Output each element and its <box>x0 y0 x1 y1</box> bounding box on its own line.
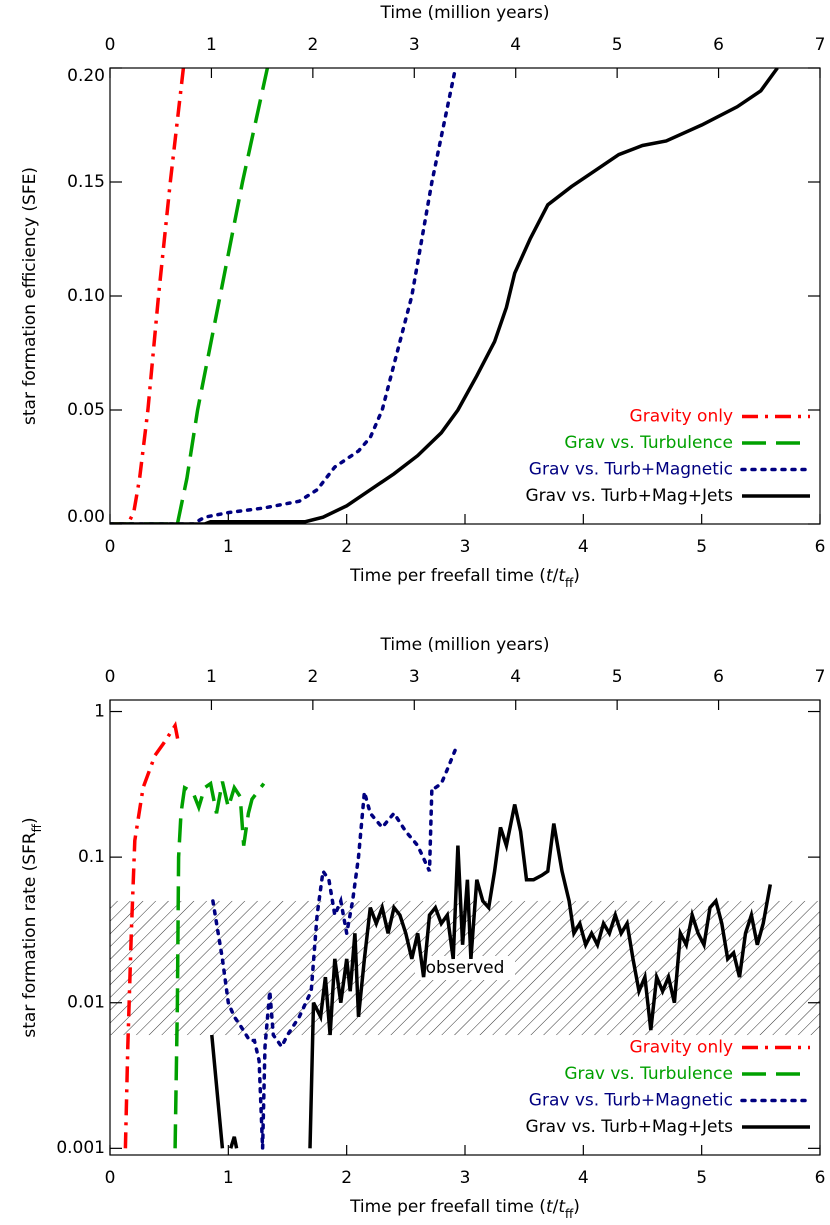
x-tick-label: 3 <box>460 1168 471 1188</box>
band-label-bg <box>415 955 515 980</box>
legend-label: Grav vs. Turbulence <box>564 1064 733 1084</box>
legend-label: Grav vs. Turbulence <box>564 433 733 453</box>
x2-tick-label: 4 <box>510 667 521 687</box>
x-tick-label: 6 <box>815 537 826 557</box>
legend-label: Gravity only <box>630 1038 733 1058</box>
x-axis-label: Time per freefall time (t/tff) <box>349 1197 580 1221</box>
x-axis-label-part: / <box>553 566 559 586</box>
x2-tick-label: 0 <box>105 35 116 55</box>
y-axis-label-part: ff <box>30 823 44 832</box>
series-line <box>110 68 779 524</box>
x-axis-label-part: ff <box>565 576 574 590</box>
x2-axis-label: Time (million years) <box>379 635 549 655</box>
y-axis-label: star formation efficiency (SFE) <box>20 167 40 425</box>
legend-label: Gravity only <box>630 407 733 427</box>
x2-tick-label: 6 <box>713 35 724 55</box>
x2-tick-label: 3 <box>409 667 420 687</box>
y-tick-label: 0.00 <box>67 507 105 527</box>
series-line <box>110 68 458 524</box>
y-axis-label-part: ) <box>20 817 40 824</box>
series-line <box>110 68 270 524</box>
x-tick-label: 4 <box>578 537 589 557</box>
x-tick-label: 2 <box>341 1168 352 1188</box>
x2-tick-label: 5 <box>612 667 623 687</box>
y-axis-label: star formation rate (SFRff) <box>20 817 44 1037</box>
x2-tick-label: 7 <box>815 667 826 687</box>
legend-label: Grav vs. Turb+Magnetic <box>529 460 733 480</box>
series-line <box>123 720 181 1149</box>
x2-tick-label: 0 <box>105 667 116 687</box>
x-tick-label: 4 <box>578 1168 589 1188</box>
x2-tick-label: 4 <box>510 35 521 55</box>
legend-label: Grav vs. Turb+Mag+Jets <box>526 1117 734 1137</box>
x2-tick-label: 3 <box>409 35 420 55</box>
x-axis-label-part: t <box>546 1197 554 1217</box>
x2-tick-label: 1 <box>206 35 217 55</box>
series-line <box>211 747 458 1149</box>
series-line <box>210 804 773 1149</box>
x2-axis-label: Time (million years) <box>379 3 549 23</box>
x-axis-label-part: ) <box>573 566 580 586</box>
x-axis-label-part: Time per freefall time ( <box>349 1197 546 1217</box>
x2-tick-label: 5 <box>612 35 623 55</box>
x-tick-label: 6 <box>815 1168 826 1188</box>
y-tick-label: 0.20 <box>67 66 105 86</box>
x2-tick-label: 2 <box>307 667 318 687</box>
x-tick-label: 5 <box>696 1168 707 1188</box>
x-axis-label-part: t <box>558 1197 566 1217</box>
x-axis-label-part: Time per freefall time ( <box>349 566 546 586</box>
y-tick-label: 0.001 <box>56 1138 105 1158</box>
legend-label: Grav vs. Turb+Magnetic <box>529 1091 733 1111</box>
band-label: observed <box>426 958 505 978</box>
y-axis-label-part: star formation rate (SFR <box>20 832 40 1037</box>
series-line <box>173 780 266 1149</box>
y-tick-label: 1 <box>94 702 105 722</box>
x2-tick-label: 1 <box>206 667 217 687</box>
y-tick-label: 0.01 <box>67 993 105 1013</box>
x2-tick-label: 6 <box>713 667 724 687</box>
legend-label: Grav vs. Turb+Mag+Jets <box>526 486 734 506</box>
y-axis-label-part: star formation efficiency (SFE) <box>20 167 40 425</box>
x-axis-label-part: ff <box>565 1207 574 1221</box>
x-tick-label: 3 <box>460 537 471 557</box>
y-tick-label: 0.1 <box>78 847 105 867</box>
y-tick-label: 0.15 <box>67 172 105 192</box>
x-tick-label: 2 <box>341 537 352 557</box>
plot-frame <box>109 67 821 525</box>
x-axis-label-part: t <box>546 566 554 586</box>
x-tick-label: 0 <box>105 537 116 557</box>
x-tick-label: 1 <box>223 537 234 557</box>
x-tick-label: 0 <box>105 1168 116 1188</box>
y-tick-label: 0.10 <box>67 286 105 306</box>
x-tick-label: 5 <box>696 537 707 557</box>
y-tick-label: 0.05 <box>67 400 105 420</box>
x-axis-label: Time per freefall time (t/tff) <box>349 566 580 590</box>
x-axis-label-part: / <box>553 1197 559 1217</box>
x-tick-label: 1 <box>223 1168 234 1188</box>
x-axis-label-part: ) <box>573 1197 580 1217</box>
x-axis-label-part: t <box>558 566 566 586</box>
x2-tick-label: 7 <box>815 35 826 55</box>
x2-tick-label: 2 <box>307 35 318 55</box>
